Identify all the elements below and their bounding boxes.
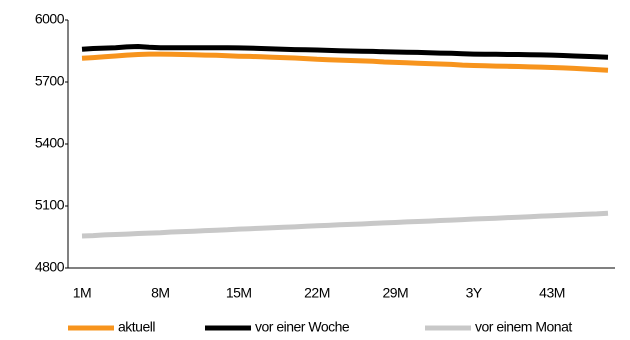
y-tick-label: 5400 <box>35 135 65 151</box>
y-tick-label: 5700 <box>35 73 65 89</box>
x-tick-label: 43M <box>539 285 565 301</box>
x-tick-label: 22M <box>304 285 330 301</box>
x-tick-label: 1M <box>73 285 91 301</box>
legend-label: vor einem Monat <box>475 319 572 335</box>
y-tick-label: 5100 <box>35 197 65 213</box>
x-tick-label: 15M <box>226 285 252 301</box>
y-tick-label: 4800 <box>35 259 65 275</box>
data-line <box>81 44 609 60</box>
x-tick-label: 8M <box>151 285 169 301</box>
y-tick-label: 6000 <box>35 11 65 27</box>
data-line <box>81 51 609 73</box>
legend-label: vor einer Woche <box>255 319 350 335</box>
x-tick-label: 3Y <box>466 285 483 301</box>
legend-label: aktuell <box>118 319 155 335</box>
x-tick-label: 29M <box>382 285 408 301</box>
data-line <box>81 210 609 239</box>
